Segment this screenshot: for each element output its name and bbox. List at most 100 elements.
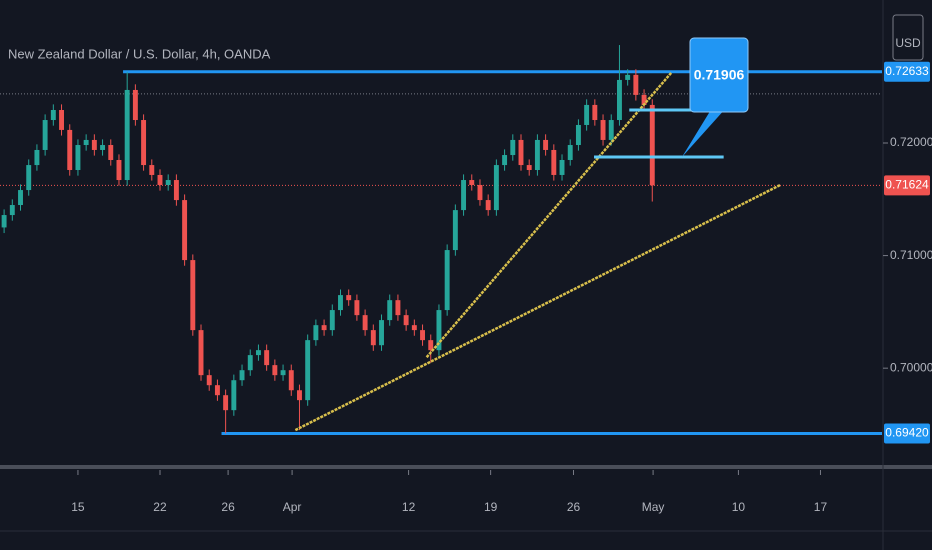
candle-body bbox=[403, 315, 409, 326]
candle-body bbox=[272, 365, 278, 376]
candle-body bbox=[493, 165, 499, 211]
candle-body bbox=[420, 330, 426, 341]
candle-body bbox=[469, 180, 475, 185]
callout-text: 0.71906 bbox=[694, 67, 745, 83]
x-tick-label: 26 bbox=[221, 500, 235, 514]
candle-body bbox=[214, 385, 220, 396]
candle-body bbox=[518, 139, 524, 166]
candle-body bbox=[132, 89, 138, 121]
candle-body bbox=[502, 155, 508, 166]
price-label-box bbox=[884, 175, 930, 196]
candle-body bbox=[641, 94, 647, 105]
candle-body bbox=[75, 145, 81, 171]
candle-body bbox=[551, 149, 557, 175]
candle-body bbox=[526, 165, 532, 171]
candle-body bbox=[59, 110, 64, 130]
candle-body bbox=[534, 139, 540, 171]
candle-body bbox=[108, 145, 114, 160]
candle-body bbox=[280, 370, 286, 376]
candle-body bbox=[649, 104, 655, 186]
candle-body bbox=[305, 340, 311, 401]
candle-body bbox=[461, 180, 467, 211]
candle-body bbox=[116, 159, 122, 181]
candle-body bbox=[608, 120, 614, 140]
candle-body bbox=[477, 184, 483, 201]
candle-body bbox=[329, 310, 335, 331]
x-tick-label: 10 bbox=[732, 500, 746, 514]
trend-line bbox=[294, 183, 781, 432]
candle-body bbox=[67, 129, 73, 171]
candle-body bbox=[428, 340, 434, 351]
x-tick-label: 22 bbox=[153, 500, 167, 514]
candle-body bbox=[149, 165, 155, 175]
candle-body bbox=[379, 320, 384, 346]
currency-label: USD bbox=[895, 36, 921, 50]
candle-body bbox=[198, 330, 204, 376]
candle-body bbox=[288, 370, 294, 391]
price-label: 0.72633 bbox=[885, 64, 929, 78]
plot: 0.71906 bbox=[0, 37, 882, 435]
candle-body bbox=[239, 370, 245, 381]
candle-body bbox=[354, 300, 360, 316]
candle-body bbox=[34, 149, 40, 166]
candle-body bbox=[625, 74, 631, 80]
candle-body bbox=[370, 330, 376, 346]
candle-body bbox=[395, 300, 401, 316]
candle-body bbox=[26, 165, 32, 191]
candle-body bbox=[346, 295, 352, 301]
candle-body bbox=[50, 110, 56, 121]
x-tick-label: 19 bbox=[484, 500, 498, 514]
candle-body bbox=[567, 145, 573, 160]
candle-body bbox=[190, 260, 196, 331]
candle-body bbox=[436, 310, 442, 351]
x-tick-label: 26 bbox=[567, 500, 581, 514]
candle-body bbox=[559, 159, 565, 175]
candle-body bbox=[223, 395, 229, 411]
candle-body bbox=[231, 380, 237, 411]
candle-body bbox=[91, 139, 97, 150]
candle-body bbox=[444, 250, 450, 311]
candle-body bbox=[83, 139, 89, 146]
candle-body bbox=[452, 210, 458, 251]
candle-body bbox=[485, 200, 491, 211]
candle-body bbox=[510, 139, 516, 156]
candle-body bbox=[584, 104, 590, 125]
x-tick-label: 12 bbox=[402, 500, 416, 514]
currency-box[interactable] bbox=[892, 14, 924, 61]
trend-line bbox=[425, 72, 673, 359]
candle-body bbox=[616, 79, 622, 121]
price-label-box bbox=[884, 423, 930, 444]
price-label-box bbox=[884, 61, 930, 82]
y-tick-label: 0.70000 bbox=[890, 360, 932, 374]
candle-body bbox=[182, 200, 188, 261]
chart-title: New Zealand Dollar / U.S. Dollar, 4h, OA… bbox=[8, 46, 271, 61]
candle-body bbox=[255, 350, 261, 356]
candle-body bbox=[633, 74, 639, 95]
candle-body bbox=[600, 120, 606, 140]
x-tick-label: 15 bbox=[71, 500, 85, 514]
candle-body bbox=[9, 205, 15, 216]
candle-body bbox=[362, 315, 368, 331]
callout-pointer bbox=[682, 108, 726, 157]
candle-body bbox=[313, 325, 319, 341]
y-tick-label: 0.71000 bbox=[890, 248, 932, 262]
candle-body bbox=[165, 180, 171, 185]
candle-body bbox=[42, 120, 48, 150]
callout-box bbox=[689, 37, 749, 113]
candle-body bbox=[321, 325, 327, 331]
candle-body bbox=[575, 124, 581, 146]
candle-body bbox=[157, 174, 163, 185]
y-tick-label: 0.72000 bbox=[890, 135, 932, 149]
x-tick-label: May bbox=[642, 500, 665, 514]
candle-body bbox=[18, 190, 23, 206]
candle-body bbox=[543, 139, 549, 150]
candle-body bbox=[338, 295, 343, 311]
candle-body bbox=[100, 145, 106, 150]
price-label: 0.69420 bbox=[885, 426, 929, 440]
candle-body bbox=[141, 120, 147, 166]
candle-body bbox=[124, 89, 130, 181]
candle-body bbox=[297, 390, 302, 401]
x-tick-label: 17 bbox=[814, 500, 828, 514]
